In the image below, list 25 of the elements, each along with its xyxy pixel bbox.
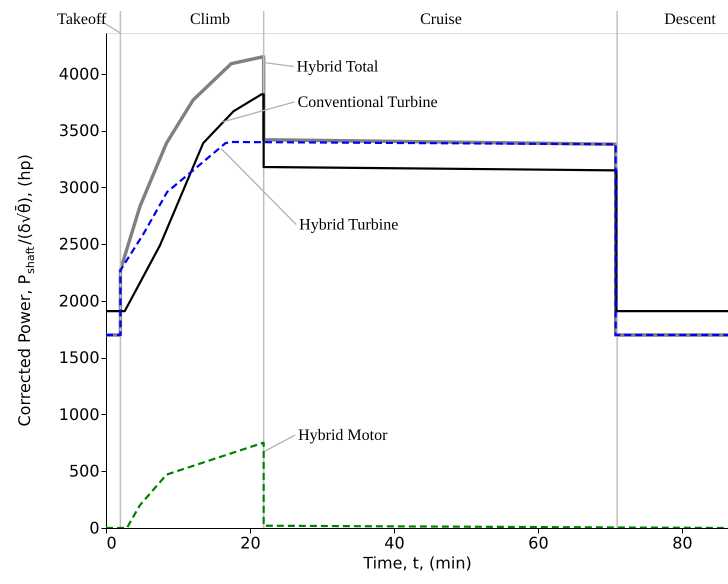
y-tick-label: 1000 <box>58 404 100 424</box>
y-axis-title: Corrected Power, Pshaft/(δ√θ̄), (hp) <box>15 154 37 427</box>
y-tick-label: 500 <box>68 462 100 481</box>
y-tick-label: 2000 <box>58 291 100 310</box>
x-tick-label: 20 <box>240 534 261 552</box>
annotation: Hybrid Total <box>296 58 379 76</box>
y-tick-label: 2500 <box>58 234 100 254</box>
annotation: Hybrid Turbine <box>299 216 398 234</box>
x-tick-label: 80 <box>672 534 693 552</box>
line-series <box>106 140 728 336</box>
x-tick-label: 60 <box>528 534 549 552</box>
annotation: Conventional Turbine <box>298 94 438 111</box>
text: Cruise <box>420 11 462 28</box>
x-tick-label: 40 <box>384 534 405 552</box>
y-tick-label: 1500 <box>58 348 100 368</box>
x-axis-title: Time, t, (min) <box>362 554 472 572</box>
annotation: Takeoff <box>57 11 108 28</box>
text: Descent <box>664 11 716 28</box>
y-tick-label: 3000 <box>58 178 100 197</box>
text: Climb <box>190 11 230 28</box>
annotation: Hybrid Motor <box>298 427 388 444</box>
x-tick-label: 0 <box>106 534 117 552</box>
y-tick-label: 0 <box>89 518 100 538</box>
y-tick-label: 3500 <box>58 121 100 140</box>
y-tick-label: 4000 <box>58 64 100 84</box>
